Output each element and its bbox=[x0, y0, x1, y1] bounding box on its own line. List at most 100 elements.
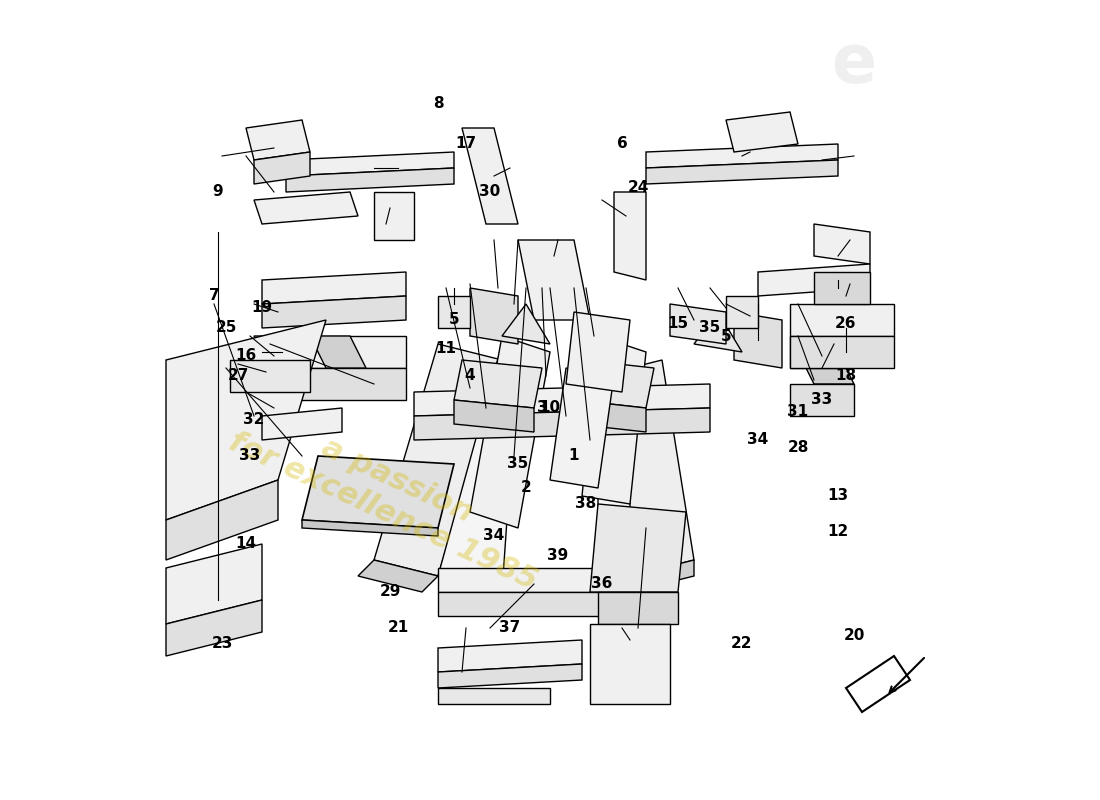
Text: 7: 7 bbox=[209, 289, 219, 303]
Polygon shape bbox=[630, 560, 694, 592]
Polygon shape bbox=[262, 368, 406, 400]
Text: 33: 33 bbox=[240, 449, 261, 463]
Text: 21: 21 bbox=[387, 621, 408, 635]
Polygon shape bbox=[438, 296, 470, 328]
Polygon shape bbox=[694, 312, 743, 352]
Text: 38: 38 bbox=[575, 497, 596, 511]
Polygon shape bbox=[262, 272, 406, 304]
Text: 34: 34 bbox=[483, 529, 505, 543]
Text: a passion
for excellence 1985: a passion for excellence 1985 bbox=[224, 397, 556, 595]
Text: e: e bbox=[832, 31, 877, 97]
Polygon shape bbox=[590, 624, 670, 704]
Text: 27: 27 bbox=[228, 369, 249, 383]
Polygon shape bbox=[166, 320, 326, 520]
Text: 34: 34 bbox=[747, 433, 769, 447]
Polygon shape bbox=[518, 240, 590, 320]
Text: 19: 19 bbox=[252, 301, 273, 315]
Polygon shape bbox=[302, 456, 454, 528]
Polygon shape bbox=[790, 384, 854, 416]
Polygon shape bbox=[166, 544, 262, 624]
Polygon shape bbox=[310, 336, 366, 368]
Polygon shape bbox=[374, 192, 414, 240]
Text: 4: 4 bbox=[464, 369, 475, 383]
Text: 25: 25 bbox=[216, 321, 236, 335]
Polygon shape bbox=[598, 344, 630, 592]
Polygon shape bbox=[438, 688, 550, 704]
Polygon shape bbox=[614, 192, 646, 280]
Polygon shape bbox=[470, 336, 550, 528]
Polygon shape bbox=[302, 520, 438, 536]
Polygon shape bbox=[734, 312, 782, 368]
Polygon shape bbox=[790, 304, 894, 336]
Polygon shape bbox=[646, 160, 838, 184]
Text: 9: 9 bbox=[212, 185, 223, 199]
Text: 16: 16 bbox=[235, 349, 256, 363]
Text: 2: 2 bbox=[520, 481, 531, 495]
Text: 32: 32 bbox=[243, 413, 265, 427]
Polygon shape bbox=[286, 168, 454, 192]
Polygon shape bbox=[230, 360, 310, 392]
Text: 36: 36 bbox=[592, 577, 613, 591]
Text: 14: 14 bbox=[235, 537, 256, 551]
Polygon shape bbox=[262, 296, 406, 328]
Polygon shape bbox=[262, 336, 406, 368]
Text: 30: 30 bbox=[480, 185, 501, 199]
Text: 22: 22 bbox=[732, 637, 752, 651]
Text: 17: 17 bbox=[455, 137, 476, 151]
Polygon shape bbox=[502, 304, 550, 344]
Text: 20: 20 bbox=[844, 629, 865, 643]
Text: 26: 26 bbox=[835, 317, 857, 331]
Polygon shape bbox=[166, 480, 278, 560]
Polygon shape bbox=[790, 336, 894, 368]
Text: 31: 31 bbox=[788, 405, 808, 419]
Text: 13: 13 bbox=[827, 489, 848, 503]
Text: 6: 6 bbox=[617, 137, 627, 151]
Text: 12: 12 bbox=[827, 525, 848, 539]
Polygon shape bbox=[798, 352, 854, 384]
Polygon shape bbox=[550, 368, 614, 488]
Polygon shape bbox=[846, 656, 910, 712]
Polygon shape bbox=[254, 336, 310, 368]
Text: 5: 5 bbox=[720, 329, 732, 343]
Polygon shape bbox=[574, 360, 654, 408]
Polygon shape bbox=[790, 336, 854, 368]
Polygon shape bbox=[598, 360, 694, 576]
Text: 29: 29 bbox=[379, 585, 400, 599]
Polygon shape bbox=[670, 304, 726, 344]
Polygon shape bbox=[286, 152, 454, 176]
Polygon shape bbox=[438, 344, 518, 592]
Polygon shape bbox=[726, 112, 798, 152]
Polygon shape bbox=[438, 664, 582, 688]
Polygon shape bbox=[414, 384, 710, 416]
Polygon shape bbox=[438, 568, 630, 592]
Text: 35: 35 bbox=[700, 321, 720, 335]
Polygon shape bbox=[814, 224, 870, 264]
Text: 8: 8 bbox=[432, 97, 443, 111]
Text: 1: 1 bbox=[569, 449, 580, 463]
Text: 18: 18 bbox=[835, 369, 857, 383]
Polygon shape bbox=[246, 120, 310, 160]
Text: 3: 3 bbox=[537, 401, 548, 415]
Polygon shape bbox=[254, 192, 358, 224]
Polygon shape bbox=[470, 288, 518, 344]
Text: 28: 28 bbox=[788, 441, 808, 455]
Polygon shape bbox=[166, 600, 262, 656]
Text: 37: 37 bbox=[499, 621, 520, 635]
Polygon shape bbox=[726, 296, 758, 328]
Polygon shape bbox=[590, 504, 686, 592]
Text: 5: 5 bbox=[449, 313, 460, 327]
Text: 33: 33 bbox=[812, 393, 833, 407]
Polygon shape bbox=[438, 640, 582, 672]
Polygon shape bbox=[462, 128, 518, 224]
Polygon shape bbox=[374, 344, 502, 576]
Polygon shape bbox=[566, 312, 630, 392]
Polygon shape bbox=[262, 408, 342, 440]
Polygon shape bbox=[454, 400, 534, 432]
Text: 39: 39 bbox=[548, 549, 569, 563]
Polygon shape bbox=[254, 152, 310, 184]
Polygon shape bbox=[646, 144, 838, 168]
Text: 15: 15 bbox=[668, 317, 689, 331]
Text: 11: 11 bbox=[436, 341, 456, 355]
Polygon shape bbox=[358, 560, 438, 592]
Text: 10: 10 bbox=[539, 401, 561, 415]
